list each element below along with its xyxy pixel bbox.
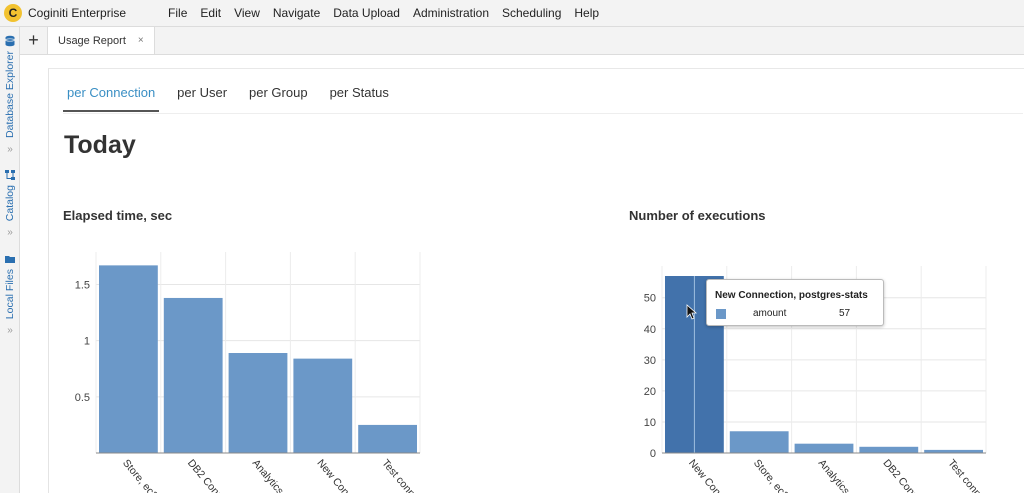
chart-bar[interactable] <box>163 297 223 453</box>
x-tick-label: Test conn <box>945 457 983 493</box>
x-tick-label: New Conn <box>686 457 727 493</box>
subtab-per-connection[interactable]: per Connection <box>63 83 160 112</box>
x-tick-label: Test conn <box>379 457 417 493</box>
sidebar-item-catalog[interactable]: Catalog » <box>0 165 20 238</box>
x-tick-label: Analytics n <box>816 457 858 493</box>
chart-bar[interactable] <box>924 449 983 453</box>
catalog-icon <box>5 170 15 180</box>
y-tick-label: 50 <box>644 293 656 305</box>
y-tick-label: 40 <box>644 324 656 336</box>
app-title: Coginiti Enterprise <box>28 6 127 20</box>
chart-bar[interactable] <box>358 424 417 453</box>
mouse-cursor-icon <box>686 304 698 320</box>
y-tick-label: 30 <box>644 355 656 367</box>
menu-help[interactable]: Help <box>574 6 600 20</box>
chart-bar[interactable] <box>794 443 854 453</box>
y-tick-label: 1.5 <box>75 279 90 291</box>
editor-tab-bar: + Usage Report × <box>20 27 1024 55</box>
y-tick-label: 0.5 <box>75 392 90 404</box>
sidebar-label-catalog: Catalog <box>4 185 16 222</box>
menu-file[interactable]: File <box>168 6 188 20</box>
elapsed-time-chart: 0.5 1 1.5 Store, ec2 DB2 Conn Analytics n New … <box>75 252 421 493</box>
tooltip-value: 57 <box>839 308 851 319</box>
left-sidebar: Database Explorer » Catalog » Local File… <box>0 27 20 493</box>
x-tick-label: New Conn <box>315 457 356 493</box>
y-tick-label: 10 <box>644 417 656 429</box>
menu-edit[interactable]: Edit <box>200 6 222 20</box>
subtab-per-user[interactable]: per User <box>177 85 228 100</box>
subtab-per-group[interactable]: per Group <box>249 85 308 100</box>
new-tab-button[interactable]: + <box>20 27 48 54</box>
tooltip-key: amount <box>753 308 787 319</box>
chart-bar[interactable] <box>228 353 288 453</box>
tab-label: Usage Report <box>58 34 126 47</box>
expand-chevron-icon[interactable]: » <box>7 325 13 337</box>
close-icon[interactable]: × <box>137 35 144 46</box>
folder-icon <box>5 256 15 263</box>
chart-bar[interactable] <box>729 431 789 453</box>
sidebar-item-database-explorer[interactable]: Database Explorer » <box>0 31 20 155</box>
y-tick-label: 20 <box>644 386 656 398</box>
x-tick-label: Analytics n <box>250 457 292 493</box>
expand-chevron-icon[interactable]: » <box>7 227 13 239</box>
executions-chart: 0 10 20 30 40 50 New Conn Store, ec2 Analytics n… <box>644 266 987 493</box>
app-logo-icon: C <box>4 4 22 22</box>
chart-bar[interactable] <box>293 358 353 453</box>
chart-bar[interactable] <box>859 446 919 453</box>
tab-usage-report[interactable]: Usage Report × <box>48 27 155 54</box>
subtab-per-status[interactable]: per Status <box>329 85 389 100</box>
sidebar-item-local-files[interactable]: Local Files » <box>0 249 20 336</box>
menu-administration[interactable]: Administration <box>412 6 489 20</box>
menu-view[interactable]: View <box>234 6 260 20</box>
x-tick-label: Store, ec2 <box>120 457 160 493</box>
x-tick-label: DB2 Conn <box>185 457 225 493</box>
menu-bar: C Coginiti Enterprise File Edit View Nav… <box>0 0 1024 27</box>
chart-title-executions: Number of executions <box>629 208 766 223</box>
tooltip-swatch <box>716 309 726 319</box>
x-tick-label: DB2 Conn <box>881 457 921 493</box>
page-title: Today <box>64 131 136 159</box>
y-tick-label: 0 <box>650 448 656 460</box>
database-icon <box>5 35 15 47</box>
chart-bar[interactable] <box>99 265 158 453</box>
chart-tooltip: New Connection, postgres-stats amount 57 <box>706 279 884 326</box>
menu-data-upload[interactable]: Data Upload <box>333 6 400 20</box>
menu-navigate[interactable]: Navigate <box>272 6 321 20</box>
expand-chevron-icon[interactable]: » <box>7 143 13 155</box>
y-tick-label: 1 <box>84 336 90 348</box>
subtabs-divider <box>63 113 1023 114</box>
tooltip-title: New Connection, postgres-stats <box>715 290 868 301</box>
chart-title-elapsed-time: Elapsed time, sec <box>63 208 173 223</box>
report-subtabs: per Connection per User per Group per St… <box>63 83 407 112</box>
menu-scheduling[interactable]: Scheduling <box>502 6 562 20</box>
sidebar-label-database-explorer: Database Explorer <box>4 51 16 138</box>
x-tick-label: Store, ec2 <box>751 457 791 493</box>
sidebar-label-local-files: Local Files <box>4 269 16 320</box>
